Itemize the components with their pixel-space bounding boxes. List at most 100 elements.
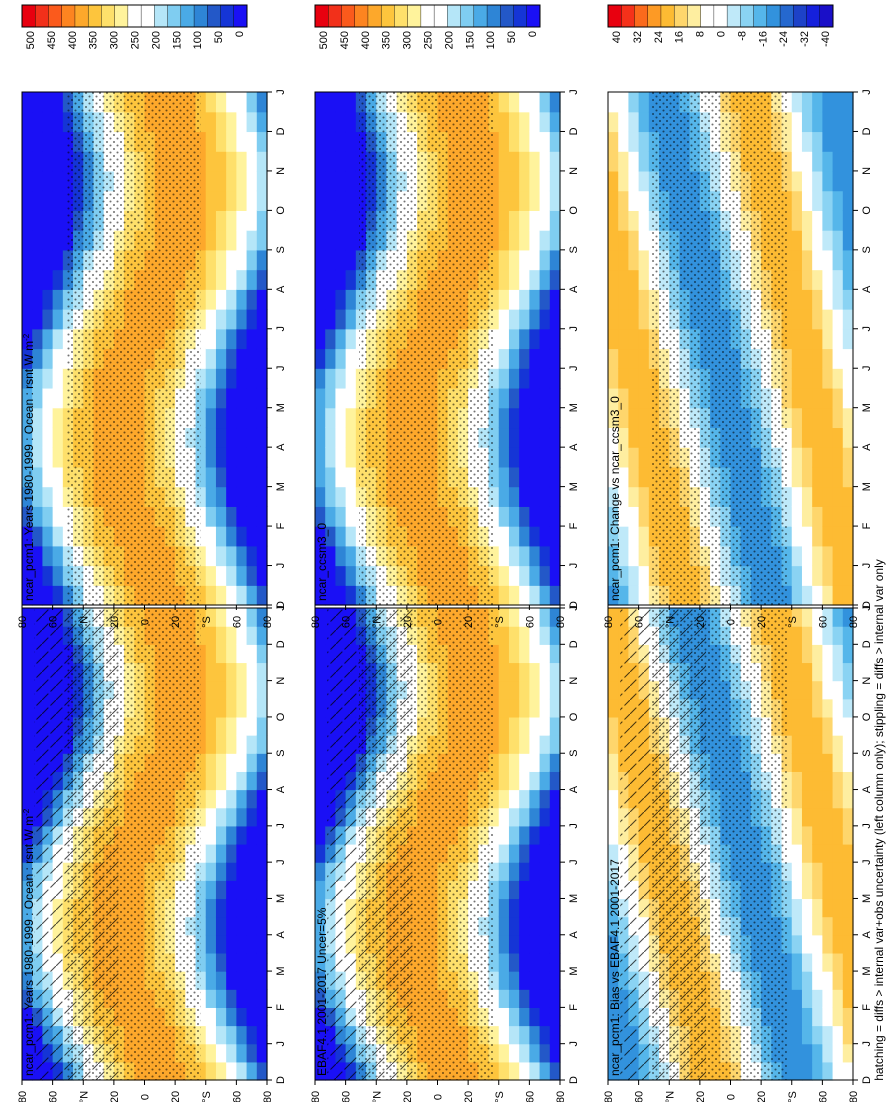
- field-cell: [549, 862, 561, 881]
- field-cell: [801, 427, 813, 448]
- field-cell: [335, 309, 347, 330]
- field-cell: [215, 111, 227, 133]
- colorbar-swatch: [460, 4, 475, 28]
- field-cell: [215, 151, 227, 172]
- field-cell: [812, 269, 823, 290]
- field-cell: [822, 862, 834, 881]
- field-cell: [226, 1061, 237, 1081]
- field-cell: [638, 190, 650, 211]
- field-cell: [842, 506, 854, 527]
- field-cell: [325, 289, 337, 310]
- field-cell: [508, 230, 520, 251]
- field-cell: [335, 269, 347, 290]
- field-cell: [205, 971, 217, 990]
- field-cell: [608, 608, 619, 627]
- field-cell: [529, 971, 541, 990]
- colorbar-label: 150: [464, 31, 476, 49]
- field-cell: [608, 1007, 619, 1027]
- field-cell: [315, 407, 326, 429]
- field-cell: [812, 971, 823, 990]
- month-label: N: [861, 677, 873, 685]
- field-cell: [791, 789, 803, 809]
- field-cell: [325, 269, 337, 290]
- field-cell: [488, 92, 500, 113]
- field-cell: [608, 680, 619, 700]
- field-cell: [236, 328, 248, 350]
- field-cell: [22, 526, 33, 547]
- field-cell: [539, 916, 551, 936]
- field-cell: [315, 626, 326, 645]
- field-cell: [205, 1007, 217, 1027]
- field-cell: [791, 1007, 803, 1027]
- field-cell: [822, 880, 834, 900]
- field-cell: [315, 269, 326, 290]
- field-cell: [215, 210, 227, 231]
- month-label: M: [861, 894, 873, 903]
- month-label: S: [568, 750, 580, 757]
- month-label: A: [861, 930, 873, 938]
- field-cell: [529, 862, 541, 881]
- field-cell: [832, 309, 844, 330]
- field-cell: [488, 1043, 500, 1063]
- field-cell: [226, 190, 237, 211]
- lat-label: 80: [555, 1091, 567, 1102]
- field-cell: [812, 466, 823, 488]
- field-cell: [539, 662, 551, 682]
- field-cell: [236, 506, 248, 527]
- field-cell: [22, 407, 33, 429]
- month-label: J: [568, 563, 580, 569]
- field-cell: [832, 131, 844, 152]
- month-label: J: [275, 563, 287, 569]
- field-cell: [236, 151, 248, 172]
- colorbar-swatch: [394, 4, 409, 28]
- field-cell: [205, 916, 217, 936]
- field-cell: [488, 753, 500, 772]
- field-cell: [608, 387, 619, 409]
- field-cell: [32, 348, 44, 369]
- field-cell: [801, 170, 813, 192]
- month-label: D: [568, 127, 580, 135]
- field-cell: [22, 698, 33, 718]
- field-cell: [539, 971, 551, 990]
- field-cell: [549, 170, 561, 192]
- field-cell: [519, 111, 530, 133]
- field-cell: [236, 190, 248, 211]
- field-cell: [781, 309, 793, 330]
- field-cell: [22, 680, 33, 700]
- lat-label: 20: [463, 616, 475, 628]
- colorbar-frame: [607, 4, 834, 28]
- field-cell: [325, 131, 337, 152]
- field-cell: [608, 644, 619, 664]
- field-cell: [226, 698, 237, 718]
- field-cell: [529, 735, 541, 754]
- field-cell: [508, 111, 520, 133]
- field-cell: [246, 230, 258, 251]
- field-cell: [608, 348, 619, 369]
- field-cell: [519, 771, 530, 791]
- colorbar: 500 450 400 350 300 250 200 150 100 50 0: [21, 4, 248, 49]
- field-cell: [205, 545, 217, 567]
- field-cell: [498, 916, 510, 936]
- field-cell: [195, 880, 207, 900]
- field-cell: [832, 466, 844, 488]
- field-cell: [628, 526, 640, 547]
- lat-label: 0: [140, 1094, 152, 1100]
- field-cell: [508, 1025, 520, 1045]
- field-cell: [215, 585, 227, 606]
- field-cell: [256, 916, 268, 936]
- field-cell: [32, 269, 44, 290]
- field-cell: [42, 151, 54, 172]
- field-cell: [781, 880, 793, 900]
- field-cell: [832, 387, 844, 409]
- field-cell: [236, 644, 248, 664]
- field-cell: [236, 698, 248, 718]
- field-cell: [781, 680, 793, 700]
- field-cell: [628, 387, 640, 409]
- field-cell: [52, 407, 64, 429]
- field-cell: [638, 447, 650, 468]
- field-cell: [335, 348, 347, 369]
- field-cell: [315, 170, 326, 192]
- field-cell: [236, 716, 248, 736]
- field-cell: [618, 486, 630, 507]
